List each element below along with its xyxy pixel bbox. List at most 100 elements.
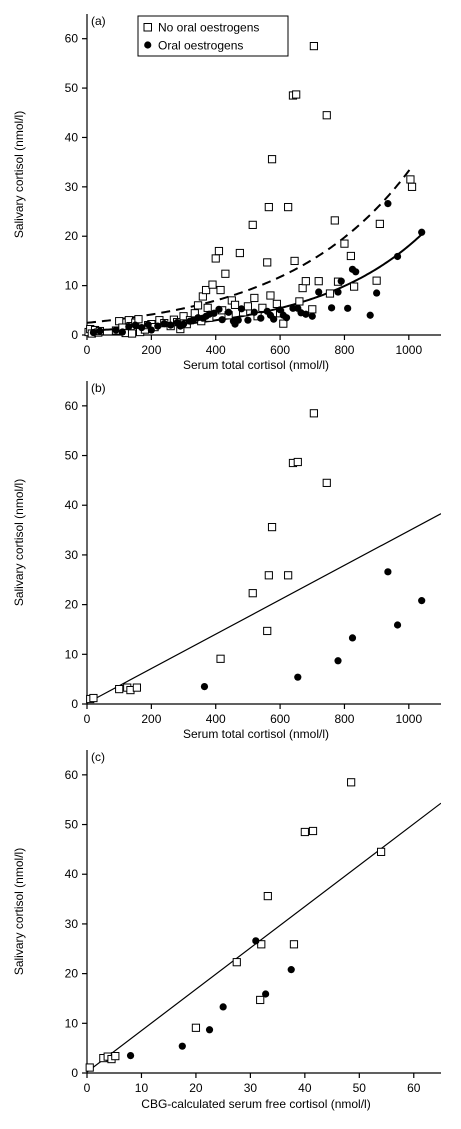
legend-box	[137, 15, 289, 57]
data-point	[264, 571, 273, 580]
data-point	[302, 310, 310, 318]
data-point	[309, 409, 318, 418]
data-point	[344, 304, 352, 312]
data-point	[250, 308, 258, 316]
data-point	[267, 155, 277, 164]
data-point	[230, 300, 240, 309]
data-point	[294, 673, 302, 681]
data-point	[340, 239, 349, 248]
fit-line-solid-0	[87, 513, 441, 704]
series-oral-oestrogens	[200, 568, 426, 691]
y-tick-label: 20	[65, 229, 79, 243]
y-axis-label: Salivary cortisol (nmol/l)	[12, 848, 26, 975]
data-point	[334, 657, 342, 665]
data-point	[330, 216, 339, 225]
data-point	[309, 42, 318, 51]
x-tick-label: 20	[189, 1081, 203, 1095]
x-tick-label: 40	[298, 1081, 312, 1095]
legend-marker-circle	[144, 41, 152, 49]
data-point	[250, 293, 259, 303]
series-no-oral-oestrogens	[84, 42, 417, 338]
y-tick-label: 30	[65, 180, 79, 194]
x-tick-label: 600	[270, 712, 290, 726]
y-tick-label: 60	[65, 768, 79, 782]
y-tick-label: 30	[65, 917, 79, 931]
data-point	[334, 288, 342, 296]
data-point	[216, 654, 225, 663]
data-point	[235, 248, 244, 258]
panel-b: 0 200 400 600 800 1000 0 10 20 30 40 50 60 Serum tota…	[12, 381, 441, 741]
legend-entry-oral: Oral oestrogens	[158, 39, 243, 53]
data-point	[295, 297, 304, 306]
data-point	[264, 202, 273, 212]
data-point	[257, 314, 265, 322]
data-point	[407, 182, 417, 191]
data-point	[393, 252, 402, 261]
data-point	[284, 571, 293, 580]
data-point	[372, 276, 381, 285]
x-tick-label: 1000	[395, 712, 422, 726]
series-oral-oestrogens	[126, 937, 295, 1060]
data-point	[111, 1052, 120, 1061]
data-point	[308, 826, 318, 836]
x-tick-label: 60	[407, 1081, 421, 1095]
data-point	[276, 306, 284, 314]
data-point	[325, 289, 335, 298]
y-tick-label: 0	[71, 328, 78, 342]
y-tick-label: 50	[65, 449, 79, 463]
data-point	[131, 321, 139, 329]
data-point	[258, 303, 267, 312]
data-point	[225, 308, 233, 316]
data-point	[263, 626, 272, 636]
data-point	[289, 940, 299, 949]
data-point	[134, 315, 143, 324]
data-point	[244, 316, 252, 324]
x-tick-label: 200	[141, 712, 161, 726]
data-point	[257, 940, 266, 949]
x-tick-label: 400	[206, 343, 226, 357]
data-point	[300, 827, 309, 837]
y-tick-label: 20	[65, 598, 79, 612]
x-tick-label: 50	[353, 1081, 367, 1095]
data-point	[201, 285, 211, 295]
data-point	[375, 219, 384, 228]
data-point	[208, 280, 217, 289]
y-tick-label: 60	[65, 399, 79, 413]
data-point	[221, 269, 230, 278]
data-point	[214, 246, 224, 256]
data-point	[376, 847, 386, 856]
series-oral-oestrogens	[89, 200, 426, 337]
y-tick-label: 30	[65, 548, 79, 562]
data-point	[147, 326, 155, 334]
data-point	[248, 589, 257, 598]
data-point	[191, 1023, 201, 1032]
panel-label: (b)	[91, 381, 106, 395]
data-point	[373, 289, 381, 297]
data-point	[219, 1003, 227, 1011]
y-tick-label: 0	[71, 697, 78, 711]
data-point	[115, 684, 124, 694]
y-tick-label: 40	[65, 130, 79, 144]
x-tick-label: 1000	[395, 343, 422, 357]
x-tick-label: 600	[270, 343, 290, 357]
panel-a: 0 200 400 600 800 1000 0 10 20 30 40 50 60 Serum tota…	[12, 14, 441, 372]
data-point	[308, 312, 316, 320]
y-tick-label: 50	[65, 81, 79, 95]
legend-marker-square	[143, 23, 152, 32]
data-point	[393, 621, 402, 629]
data-point	[218, 316, 226, 324]
data-point	[352, 268, 360, 276]
data-point	[211, 254, 220, 263]
data-point	[167, 321, 175, 329]
data-point	[350, 282, 359, 291]
data-point	[314, 277, 323, 286]
data-point	[112, 326, 120, 334]
data-point	[210, 309, 218, 317]
y-tick-label: 0	[71, 1066, 78, 1080]
x-tick-label: 10	[135, 1081, 149, 1095]
series-no-oral-oestrogens	[85, 778, 386, 1072]
data-point	[215, 305, 223, 313]
series-no-oral-oestrogens	[86, 409, 331, 704]
data-point	[216, 285, 225, 295]
x-tick-label: 200	[141, 343, 161, 357]
